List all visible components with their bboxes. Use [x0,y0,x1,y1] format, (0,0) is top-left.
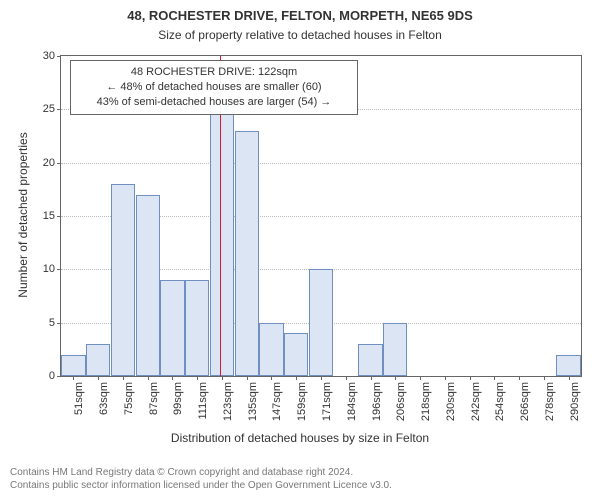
x-tick-label: 171sqm [321,382,333,421]
x-tick-label: 278sqm [544,382,556,421]
x-tick-mark [73,376,74,380]
x-tick-label: 290sqm [569,382,581,421]
x-tick-mark [569,376,570,380]
x-tick-mark [395,376,396,380]
histogram-bar [160,280,184,376]
histogram-bar [210,99,234,376]
x-tick-label: 75sqm [123,382,135,415]
x-tick-mark [247,376,248,380]
x-tick-mark [271,376,272,380]
histogram-bar [235,131,259,376]
histogram-bar [309,269,333,376]
x-tick-mark [519,376,520,380]
x-tick-label: 218sqm [420,382,432,421]
annotation-line: ← 48% of detached houses are smaller (60… [79,80,349,95]
x-tick-mark [123,376,124,380]
x-axis-label: Distribution of detached houses by size … [0,431,600,445]
x-tick-label: 51sqm [73,382,85,415]
chart-subtitle: Size of property relative to detached ho… [0,28,600,42]
histogram-bar [185,280,209,376]
x-tick-mark [172,376,173,380]
x-tick-label: 206sqm [395,382,407,421]
x-tick-label: 242sqm [470,382,482,421]
chart-title: 48, ROCHESTER DRIVE, FELTON, MORPETH, NE… [0,8,600,23]
x-tick-label: 99sqm [172,382,184,415]
x-tick-mark [371,376,372,380]
histogram-bar [556,355,580,376]
histogram-bar [383,323,407,376]
annotation-line: 48 ROCHESTER DRIVE: 122sqm [79,65,349,80]
x-tick-label: 123sqm [222,382,234,421]
y-tick-label: 15 [43,210,55,222]
x-tick-mark [321,376,322,380]
x-tick-mark [445,376,446,380]
y-tick-label: 20 [43,157,55,169]
x-tick-mark [197,376,198,380]
x-tick-mark [494,376,495,380]
footer-attribution: Contains HM Land Registry data © Crown c… [10,466,392,492]
x-tick-mark [544,376,545,380]
annotation-line: 43% of semi-detached houses are larger (… [79,95,349,110]
x-tick-label: 254sqm [494,382,506,421]
x-tick-label: 111sqm [197,382,209,420]
x-tick-mark [346,376,347,380]
histogram-bar [259,323,283,376]
x-tick-mark [420,376,421,380]
x-tick-label: 87sqm [148,382,160,415]
y-tick-label: 5 [49,317,55,329]
x-tick-label: 266sqm [519,382,531,421]
histogram-bar [111,184,135,376]
x-tick-mark [470,376,471,380]
x-tick-mark [296,376,297,380]
x-tick-label: 196sqm [371,382,383,421]
footer-line: Contains HM Land Registry data © Crown c… [10,466,392,479]
chart-container: { "titles": { "main": "48, ROCHESTER DRI… [0,0,600,500]
y-tick-label: 25 [43,103,55,115]
footer-line: Contains public sector information licen… [10,479,392,492]
x-tick-label: 147sqm [271,382,283,421]
y-tick-label: 30 [43,50,55,62]
x-tick-mark [222,376,223,380]
histogram-bar [136,195,160,376]
x-tick-label: 135sqm [247,382,259,421]
x-tick-mark [98,376,99,380]
gridline [61,163,581,164]
annotation-box: 48 ROCHESTER DRIVE: 122sqm← 48% of detac… [70,60,358,115]
histogram-bar [284,333,308,376]
y-tick-label: 0 [49,370,55,382]
x-tick-label: 63sqm [98,382,110,415]
histogram-bar [61,355,85,376]
y-tick-label: 10 [43,263,55,275]
x-tick-mark [148,376,149,380]
x-tick-label: 230sqm [445,382,457,421]
histogram-bar [358,344,382,376]
histogram-bar [86,344,110,376]
y-axis-label: Number of detached properties [16,132,30,297]
x-tick-label: 159sqm [296,382,308,421]
x-tick-label: 184sqm [346,382,358,421]
